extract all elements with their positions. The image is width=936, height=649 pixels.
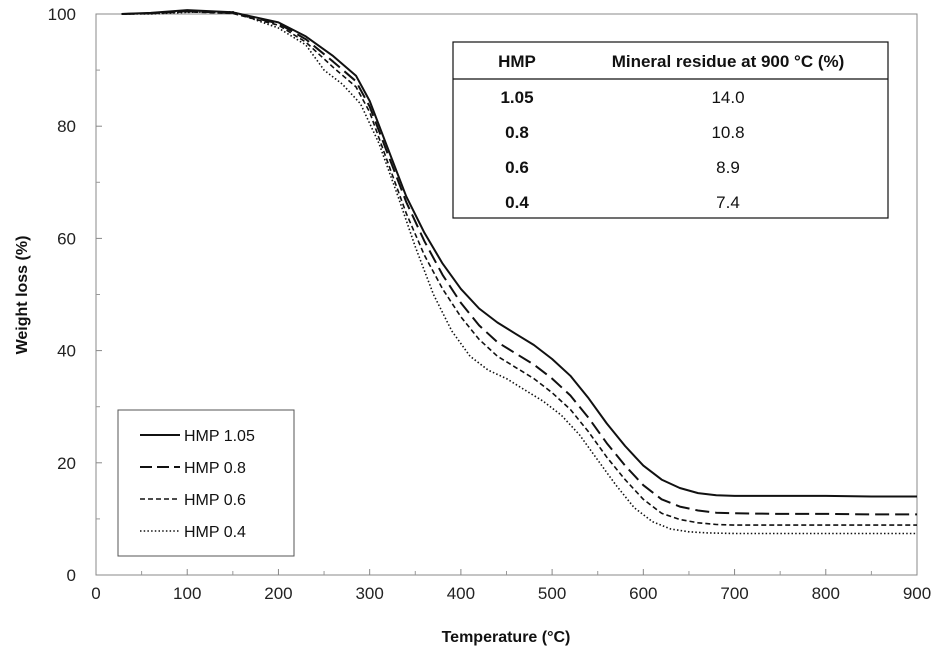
inset-table-row-1-residue: 14.0 xyxy=(711,88,744,107)
x-tick-label: 700 xyxy=(720,584,748,603)
series-layer xyxy=(121,9,917,535)
y-axis-title: Weight loss (%) xyxy=(14,236,31,355)
series-line-hmp-1-05 xyxy=(121,9,917,498)
series-line-hmp-0-6 xyxy=(121,11,917,526)
inset-table-row-2-residue: 10.8 xyxy=(711,123,744,142)
inset-table-header-residue: Mineral residue at 900 °C (%) xyxy=(612,52,845,71)
series-line-hmp-0-4 xyxy=(121,11,917,535)
x-tick-label: 500 xyxy=(538,584,566,603)
inset-table: HMP Mineral residue at 900 °C (%) 1.05 1… xyxy=(452,41,889,219)
x-tick-label: 900 xyxy=(903,584,931,603)
x-tick-label: 100 xyxy=(173,584,201,603)
x-tick-label: 300 xyxy=(355,584,383,603)
x-tick-label: 400 xyxy=(447,584,475,603)
legend-label-hmp-0-8: HMP 0.8 xyxy=(184,460,246,477)
legend: HMP 1.05 HMP 0.8 HMP 0.6 HMP 0.4 xyxy=(117,409,295,557)
inset-table-row-1-hmp: 1.05 xyxy=(500,88,533,107)
x-axis-title: Temperature (°C) xyxy=(442,629,571,646)
inset-table-row-4-residue: 7.4 xyxy=(716,193,740,212)
x-tick-label: 600 xyxy=(629,584,657,603)
y-tick-label: 60 xyxy=(57,229,76,248)
y-tick-label: 0 xyxy=(67,566,76,585)
inset-table-row-4-hmp: 0.4 xyxy=(505,193,529,212)
legend-label-hmp-0-6: HMP 0.6 xyxy=(184,492,246,509)
y-tick-label: 40 xyxy=(57,342,76,361)
inset-table-frame xyxy=(452,41,889,219)
x-tick-label: 200 xyxy=(264,584,292,603)
x-tick-label: 800 xyxy=(812,584,840,603)
legend-label-hmp-0-4: HMP 0.4 xyxy=(184,524,246,541)
x-tick-label: 0 xyxy=(91,584,100,603)
legend-label-hmp-1-05: HMP 1.05 xyxy=(184,428,255,445)
y-tick-label: 20 xyxy=(57,454,76,473)
x-axis: 0 100 200 300 400 500 600 700 800 900 xyxy=(91,569,931,603)
series-line-hmp-0-8 xyxy=(121,10,917,516)
inset-table-row-3-residue: 8.9 xyxy=(716,158,740,177)
inset-table-row-2-hmp: 0.8 xyxy=(505,123,529,142)
inset-table-header-hmp: HMP xyxy=(498,52,536,71)
y-tick-label: 100 xyxy=(48,5,76,24)
inset-table-row-3-hmp: 0.6 xyxy=(505,158,529,177)
y-axis: 0 20 40 60 80 100 xyxy=(48,5,102,585)
y-tick-label: 80 xyxy=(57,117,76,136)
